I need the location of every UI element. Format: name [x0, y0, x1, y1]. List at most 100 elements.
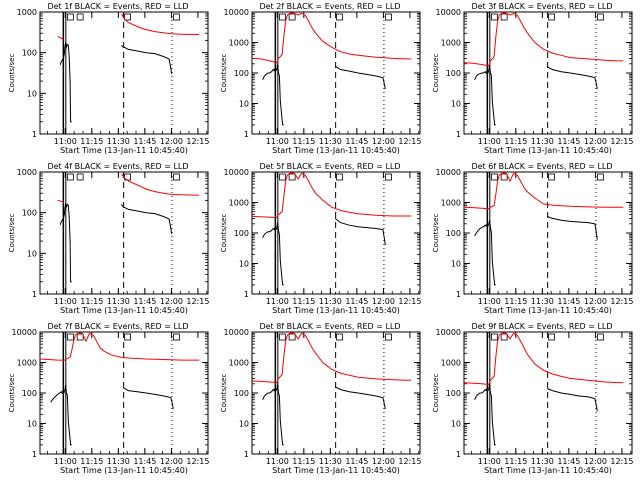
y-axis-label: Counts/sec [220, 374, 228, 413]
attenuator-marker [491, 333, 498, 341]
y-axis-label: Counts/sec [432, 54, 440, 93]
attenuator-marker [548, 13, 555, 21]
y-tick-label: 100 [234, 389, 249, 398]
y-tick-label: 10 [451, 100, 461, 109]
panel-title: Det 1f BLACK = Events, RED = LLD [47, 2, 188, 11]
panel-title: Det 6f BLACK = Events, RED = LLD [471, 162, 612, 171]
detector-panel-4: Det 4f BLACK = Events, RED = LLD 1 10 100 10… [8, 162, 209, 315]
y-tick-label: 1 [32, 290, 37, 299]
detector-panel-7: Det 7f BLACK = Events, RED = LLD 1 10 100 10… [8, 322, 209, 475]
attenuator-marker [288, 333, 296, 341]
x-tick-label: 11:15 [504, 457, 527, 466]
y-tick-label: 1 [244, 130, 249, 139]
x-tick-label: 11:30 [107, 457, 130, 466]
x-tick-label: 11:15 [80, 457, 103, 466]
x-tick-label: 12:00 [160, 457, 183, 466]
attenuator-marker [597, 13, 604, 21]
y-tick-label: 10 [451, 420, 461, 429]
x-tick-label: 11:00 [266, 297, 289, 306]
y-tick-label: 10 [451, 260, 461, 269]
attenuator-marker [279, 333, 286, 341]
attenuator-marker [500, 333, 508, 341]
events-series-line [262, 63, 386, 126]
y-tick-label: 10 [239, 100, 249, 109]
attenuator-marker [67, 173, 74, 181]
x-axis-label: Start Time (13-Jan-11 10:45:40) [60, 146, 188, 155]
x-tick-label: 12:00 [372, 457, 395, 466]
x-tick-label: 12:00 [584, 457, 607, 466]
y-tick-label: 1000 [229, 199, 249, 208]
attenuator-marker [385, 333, 392, 341]
attenuator-marker [124, 333, 131, 341]
detector-panel-3: Det 3f BLACK = Events, RED = LLD 1 10 100 10… [432, 2, 633, 155]
x-tick-label: 11:45 [133, 297, 156, 306]
attenuator-marker [173, 13, 180, 21]
y-tick-label: 1 [456, 290, 461, 299]
y-axis-label: Counts/sec [8, 214, 16, 253]
events-series-line [59, 203, 173, 283]
y-tick-label: 1000 [17, 359, 37, 368]
x-tick-label: 12:15 [398, 457, 421, 466]
y-tick-label: 10 [27, 89, 37, 98]
x-tick-label: 11:00 [54, 297, 77, 306]
x-axis-label: Start Time (13-Jan-11 10:45:40) [272, 146, 400, 155]
y-tick-label: 10000 [224, 328, 249, 337]
x-tick-label: 11:30 [319, 457, 342, 466]
detector-panel-8: Det 8f BLACK = Events, RED = LLD 1 10 100 10… [220, 322, 421, 475]
x-tick-label: 11:30 [531, 297, 554, 306]
x-axis-label: Start Time (13-Jan-11 10:45:40) [60, 306, 188, 315]
x-tick-label: 11:30 [531, 457, 554, 466]
panel-title: Det 3f BLACK = Events, RED = LLD [471, 2, 612, 11]
x-tick-label: 11:00 [478, 137, 501, 146]
x-tick-label: 12:15 [186, 457, 209, 466]
attenuator-marker [597, 173, 604, 181]
y-tick-label: 1 [244, 450, 249, 459]
x-tick-label: 11:45 [133, 457, 156, 466]
x-tick-label: 11:45 [557, 297, 580, 306]
y-tick-label: 1000 [441, 199, 461, 208]
y-axis-label: Counts/sec [8, 374, 16, 413]
x-tick-label: 11:00 [54, 137, 77, 146]
x-tick-label: 11:15 [80, 137, 103, 146]
x-tick-label: 11:00 [478, 297, 501, 306]
x-tick-label: 11:30 [107, 137, 130, 146]
y-tick-label: 100 [446, 69, 461, 78]
events-series-line [474, 215, 598, 286]
x-tick-label: 11:45 [557, 457, 580, 466]
y-tick-label: 1000 [229, 359, 249, 368]
y-tick-label: 100 [22, 209, 37, 218]
y-tick-label: 1 [456, 130, 461, 139]
y-tick-label: 10000 [224, 8, 249, 17]
y-tick-label: 10 [27, 249, 37, 258]
attenuator-marker [67, 13, 74, 21]
y-axis-label: Counts/sec [8, 54, 16, 93]
lld-series-line [463, 12, 624, 67]
y-axis-label: Counts/sec [432, 214, 440, 253]
x-tick-label: 11:30 [531, 137, 554, 146]
y-tick-label: 100 [446, 389, 461, 398]
attenuator-marker [500, 13, 508, 21]
attenuator-marker [76, 13, 84, 21]
y-tick-label: 10000 [436, 328, 461, 337]
attenuator-marker [491, 173, 498, 181]
x-axis-label: Start Time (13-Jan-11 10:45:40) [484, 306, 612, 315]
x-tick-label: 11:45 [557, 137, 580, 146]
x-tick-label: 12:00 [372, 297, 395, 306]
attenuator-marker [548, 173, 555, 181]
attenuator-marker [76, 173, 84, 181]
events-series-line [50, 385, 174, 446]
x-axis-label: Start Time (13-Jan-11 10:45:40) [60, 466, 188, 475]
x-tick-label: 11:45 [133, 137, 156, 146]
y-tick-label: 100 [234, 69, 249, 78]
x-tick-label: 11:15 [292, 137, 315, 146]
lld-series-line [463, 172, 624, 210]
x-tick-label: 11:45 [345, 137, 368, 146]
attenuator-marker [76, 333, 84, 341]
x-tick-label: 12:15 [398, 297, 421, 306]
y-tick-label: 1000 [441, 359, 461, 368]
x-tick-label: 11:15 [504, 297, 527, 306]
attenuator-marker [385, 13, 392, 21]
x-tick-label: 12:00 [160, 297, 183, 306]
x-tick-label: 11:15 [504, 137, 527, 146]
attenuator-marker [288, 173, 296, 181]
